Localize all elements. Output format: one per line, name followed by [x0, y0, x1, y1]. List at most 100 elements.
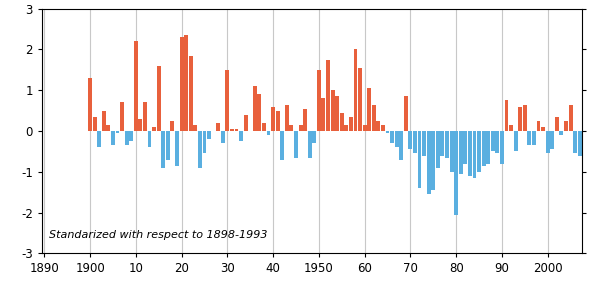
Bar	[289, 125, 293, 131]
Bar	[367, 88, 371, 131]
Bar	[102, 111, 106, 131]
Bar	[550, 131, 554, 149]
Bar	[88, 78, 92, 131]
Bar	[198, 131, 202, 168]
Bar	[230, 129, 234, 131]
Bar	[349, 117, 353, 131]
Bar	[404, 96, 408, 131]
Bar	[193, 125, 197, 131]
Bar	[299, 125, 302, 131]
Bar	[221, 131, 225, 143]
Bar	[331, 90, 335, 131]
Bar	[148, 131, 151, 147]
Bar	[184, 35, 188, 131]
Bar	[317, 70, 321, 131]
Bar	[143, 103, 147, 131]
Bar	[445, 131, 449, 158]
Bar	[276, 111, 280, 131]
Bar	[376, 121, 380, 131]
Bar	[235, 129, 238, 131]
Bar	[326, 60, 330, 131]
Bar	[436, 131, 440, 168]
Bar	[427, 131, 431, 194]
Bar	[152, 127, 156, 131]
Bar	[280, 131, 284, 160]
Bar	[473, 131, 476, 178]
Bar	[449, 131, 454, 172]
Bar	[546, 131, 550, 154]
Bar	[440, 131, 445, 156]
Bar	[203, 131, 206, 154]
Bar	[381, 125, 385, 131]
Bar	[111, 131, 115, 145]
Bar	[175, 131, 179, 166]
Bar	[97, 131, 101, 147]
Bar	[239, 131, 243, 141]
Bar	[477, 131, 481, 172]
Bar	[564, 121, 568, 131]
Bar	[399, 131, 403, 160]
Bar	[92, 117, 97, 131]
Bar	[353, 50, 358, 131]
Bar	[583, 90, 586, 131]
Bar	[422, 131, 426, 156]
Bar	[559, 131, 563, 135]
Bar	[244, 115, 248, 131]
Bar	[578, 131, 581, 156]
Bar	[313, 131, 316, 143]
Bar	[463, 131, 467, 164]
Bar	[496, 131, 499, 154]
Bar	[569, 105, 572, 131]
Bar	[482, 131, 485, 166]
Bar	[536, 121, 541, 131]
Bar	[468, 131, 472, 176]
Bar	[106, 125, 110, 131]
Bar	[555, 117, 559, 131]
Bar	[226, 70, 229, 131]
Bar	[308, 131, 311, 158]
Bar	[216, 123, 220, 131]
Text: Standarized with respect to 1898-1993: Standarized with respect to 1898-1993	[49, 230, 268, 240]
Bar	[125, 131, 128, 145]
Bar	[189, 56, 193, 131]
Bar	[459, 131, 463, 174]
Bar	[541, 127, 545, 131]
Bar	[179, 37, 184, 131]
Bar	[344, 125, 348, 131]
Bar	[596, 131, 600, 194]
Bar	[134, 41, 138, 131]
Bar	[418, 131, 421, 188]
Bar	[166, 131, 170, 160]
Bar	[170, 121, 175, 131]
Bar	[486, 131, 490, 164]
Bar	[372, 105, 376, 131]
Bar	[573, 131, 577, 154]
Bar	[358, 68, 362, 131]
Bar	[386, 131, 389, 133]
Bar	[139, 119, 142, 131]
Bar	[294, 131, 298, 158]
Bar	[253, 86, 257, 131]
Bar	[532, 131, 536, 145]
Bar	[587, 131, 591, 151]
Bar	[518, 107, 522, 131]
Bar	[431, 131, 435, 190]
Bar	[129, 131, 133, 141]
Bar	[207, 131, 211, 139]
Bar	[395, 131, 398, 147]
Bar	[491, 131, 495, 151]
Bar	[335, 96, 339, 131]
Bar	[322, 98, 325, 131]
Bar	[523, 105, 527, 131]
Bar	[413, 131, 417, 154]
Bar	[257, 94, 262, 131]
Bar	[161, 131, 165, 168]
Bar	[285, 105, 289, 131]
Bar	[262, 123, 266, 131]
Bar	[271, 107, 275, 131]
Bar	[592, 117, 595, 131]
Bar	[362, 125, 367, 131]
Bar	[390, 131, 394, 143]
Bar	[505, 101, 508, 131]
Bar	[157, 66, 161, 131]
